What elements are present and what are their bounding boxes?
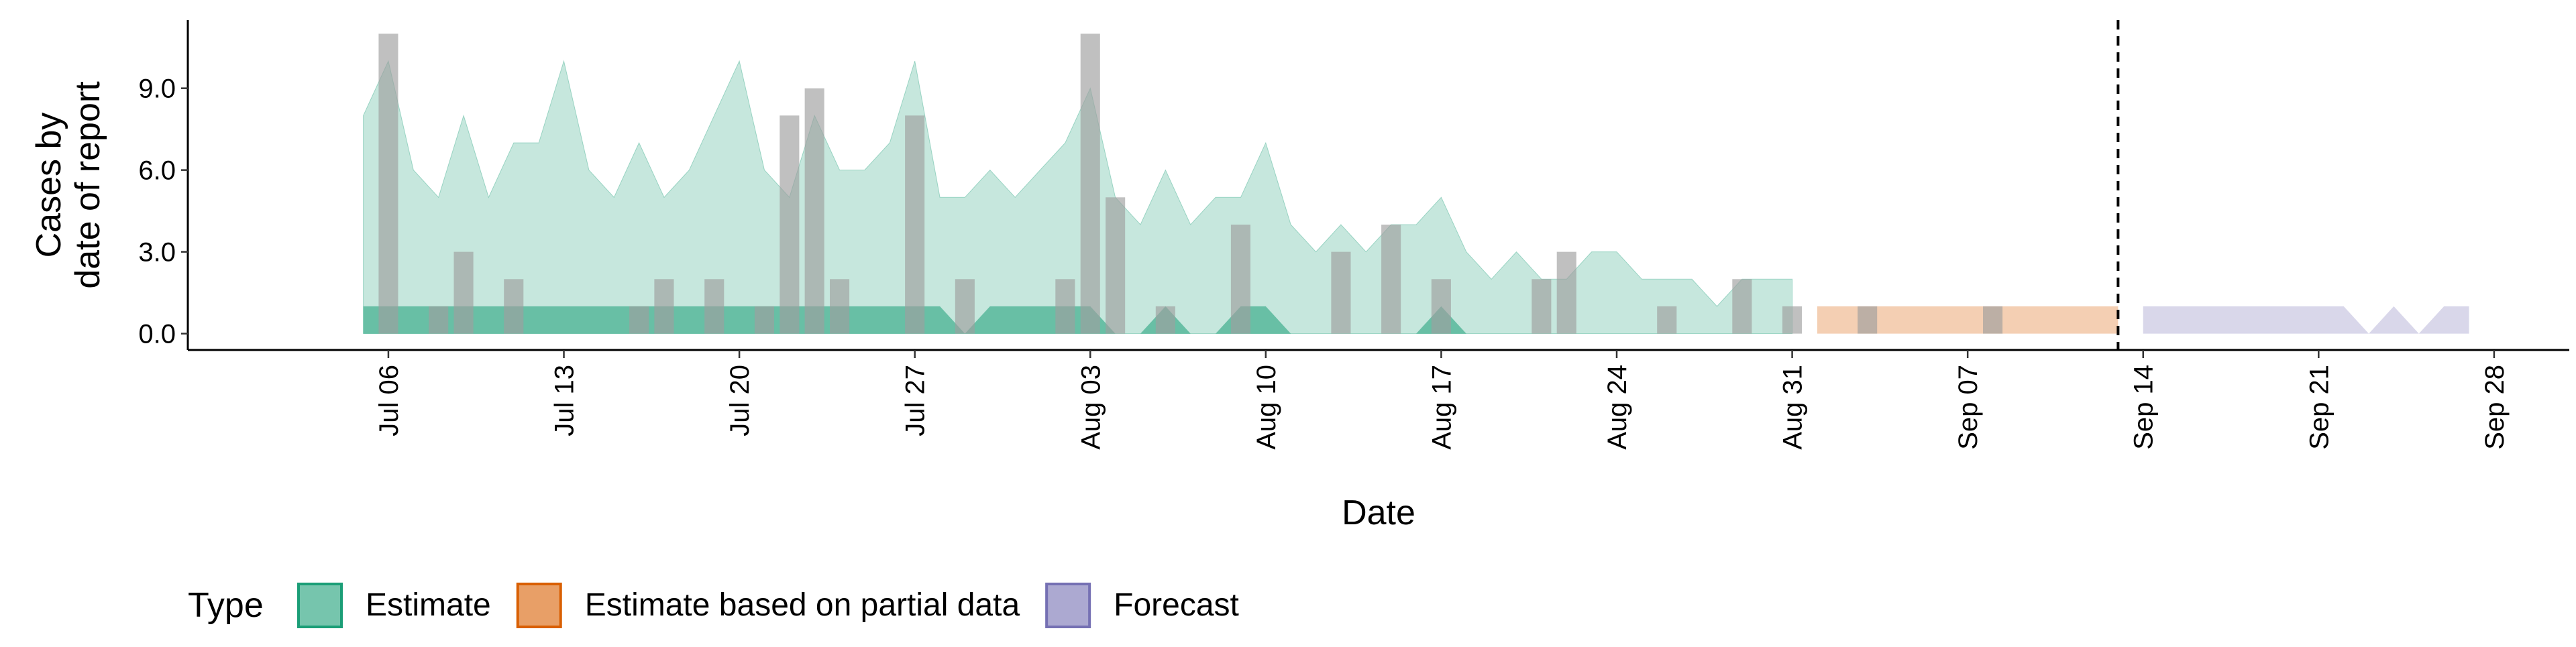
estimate-outer-area [363,60,1793,335]
case-bar [378,34,398,334]
case-bars [378,34,2003,334]
case-bar [1080,34,1100,334]
case-bar [780,115,800,334]
case-bar [1381,225,1401,334]
case-bar [1106,197,1126,334]
y-tick-label: 0.0 [138,320,176,349]
y-tick-label: 6.0 [138,156,176,186]
y-axis-title: Cases bydate of report [30,81,107,289]
case-bar [1782,306,1803,334]
case-bar [704,279,724,334]
case-bar [1732,279,1752,334]
case-bar [1431,279,1451,334]
y-axis-title-line: Cases by [30,113,68,258]
x-tick-label: Sep 21 [2304,365,2334,450]
case-bar [629,306,649,334]
legend: Type Estimate Estimate based on partial da… [188,583,1239,628]
x-tick-label: Aug 24 [1603,365,1632,450]
legend-swatch-2 [516,583,562,628]
axes: 0.0 3.0 6.0 9.0 Jul 06 Jul 13 Jul 20 Jul 27 Aug … [30,20,2569,532]
estimate-outer-band [363,60,1793,335]
case-bar [453,251,474,334]
case-bar [1155,306,1175,334]
case-bar [1657,306,1677,334]
partial-estimate-area [1817,306,2118,334]
partial-estimate-band [1817,306,2118,334]
case-bar [1230,225,1250,334]
case-bar [830,279,850,334]
legend-label-1: Estimate [366,587,491,623]
case-bar [804,88,824,334]
case-bar [754,306,774,334]
x-tick-label: Aug 31 [1778,365,1808,450]
x-axis-title: Date [1342,493,1415,532]
x-tick-label: Sep 14 [2129,365,2159,450]
x-tick-label: Aug 17 [1427,365,1456,450]
x-tick-label: Jul 20 [725,365,755,436]
x-tick-label: Jul 06 [374,365,404,436]
legend-label-2: Estimate based on partial data [585,587,1020,623]
case-bar [504,279,524,334]
case-bar [905,115,925,334]
legend-label-3: Forecast [1114,587,1239,623]
y-tick-label: 3.0 [138,238,176,268]
case-bar [1331,251,1351,334]
case-bar [1983,306,2003,334]
case-bar [654,279,674,334]
case-bar [1858,306,1878,334]
forecast-area [2143,306,2469,334]
legend-swatch-1 [297,583,343,628]
x-tick-label: Sep 07 [1953,365,1983,450]
case-bar [955,279,975,334]
legend-title: Type [188,586,264,625]
case-bar [1532,279,1552,334]
case-bar [1055,279,1075,334]
x-tick-label: Jul 27 [901,365,930,436]
legend-swatch-3 [1045,583,1091,628]
forecast-band [2143,306,2469,334]
x-tick-label: Sep 28 [2480,365,2510,450]
y-tick-label: 9.0 [138,74,176,104]
y-axis-title-line: date of report [68,81,107,289]
x-tick-label: Aug 10 [1252,365,1281,450]
case-bar [429,306,449,334]
x-tick-label: Aug 03 [1076,365,1106,450]
x-tick-label: Jul 13 [550,365,580,436]
case-bar [1556,251,1576,334]
